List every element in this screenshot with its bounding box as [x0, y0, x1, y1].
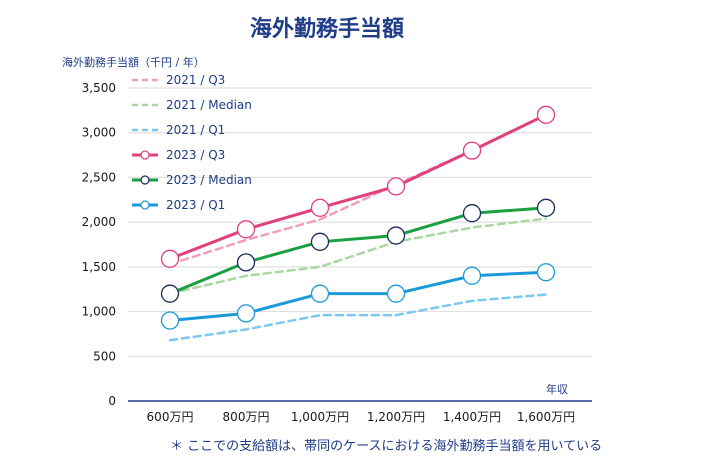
y-tick-label: 3,000	[82, 126, 116, 140]
x-tick-label: 1,600万円	[517, 410, 575, 424]
series-line-3	[168, 113, 548, 261]
legend-label: 2023 / Median	[166, 173, 252, 187]
y-axis-ticks: 0 500 1,000 1,500 2,000 2,500 3,000 3,500	[82, 81, 116, 408]
legend-marker	[140, 200, 150, 210]
legend: 2021 / Q3 2021 / Median 2021 / Q1 2023 / Q3…	[132, 73, 252, 212]
grid-lines	[128, 87, 592, 357]
legend-label: 2021 / Q1	[166, 123, 225, 137]
footnote: ＊ ここでの支給額は、帯同のケースにおける海外勤務手当額を用いている	[170, 439, 602, 454]
data-point	[462, 266, 482, 285]
data-point	[310, 198, 330, 217]
series-line-2	[168, 293, 548, 342]
series-line-4	[168, 206, 548, 296]
data-point	[236, 253, 256, 272]
data-point	[160, 249, 180, 268]
data-point	[462, 204, 482, 223]
legend-item: 2023 / Q3	[132, 148, 225, 162]
chart-title: 海外勤務手当額	[250, 16, 404, 42]
legend-label: 2023 / Q1	[166, 198, 225, 212]
data-point	[310, 232, 330, 251]
series-line-1	[168, 217, 548, 295]
y-tick-label: 500	[93, 349, 116, 363]
x-axis-label: 年収	[546, 382, 568, 396]
legend-item: 2023 / Median	[132, 173, 252, 187]
x-tick-label: 600万円	[147, 410, 194, 424]
legend-item: 2021 / Q3	[132, 73, 225, 87]
legend-item: 2023 / Q1	[132, 198, 225, 212]
series-line-5	[168, 270, 548, 323]
x-tick-label: 1,400万円	[443, 410, 501, 424]
data-point	[310, 284, 330, 303]
x-tick-label: 800万円	[223, 410, 270, 424]
data-point	[386, 177, 406, 196]
data-point	[160, 311, 180, 330]
x-tick-label: 1,200万円	[367, 410, 425, 424]
y-tick-label: 2,500	[82, 170, 116, 184]
data-point	[536, 198, 556, 217]
y-axis-label: 海外勤務手当額（千円 / 年）	[62, 55, 205, 69]
data-point	[536, 105, 556, 124]
y-tick-label: 1,500	[82, 260, 116, 274]
data-point	[236, 220, 256, 239]
series-line-0	[168, 113, 548, 266]
legend-label: 2021 / Q3	[166, 73, 225, 87]
legend-marker	[140, 150, 150, 160]
legend-label: 2021 / Median	[166, 98, 252, 112]
data-point	[160, 284, 180, 303]
y-tick-label: 0	[108, 394, 116, 408]
x-tick-label: 1,000万円	[291, 410, 349, 424]
data-point	[236, 304, 256, 323]
y-tick-label: 3,500	[82, 81, 116, 95]
series-lines	[160, 105, 556, 342]
data-point	[462, 141, 482, 160]
legend-item: 2021 / Q1	[132, 123, 225, 137]
x-axis-ticks: 600万円 800万円 1,000万円 1,200万円 1,400万円 1,600万円	[147, 410, 576, 424]
y-tick-label: 1,000	[82, 305, 116, 319]
legend-label: 2023 / Q3	[166, 148, 225, 162]
legend-item: 2021 / Median	[132, 98, 252, 112]
data-point	[386, 284, 406, 303]
data-point	[386, 226, 406, 245]
legend-marker	[140, 175, 150, 185]
y-tick-label: 2,000	[82, 215, 116, 229]
data-point	[536, 263, 556, 282]
